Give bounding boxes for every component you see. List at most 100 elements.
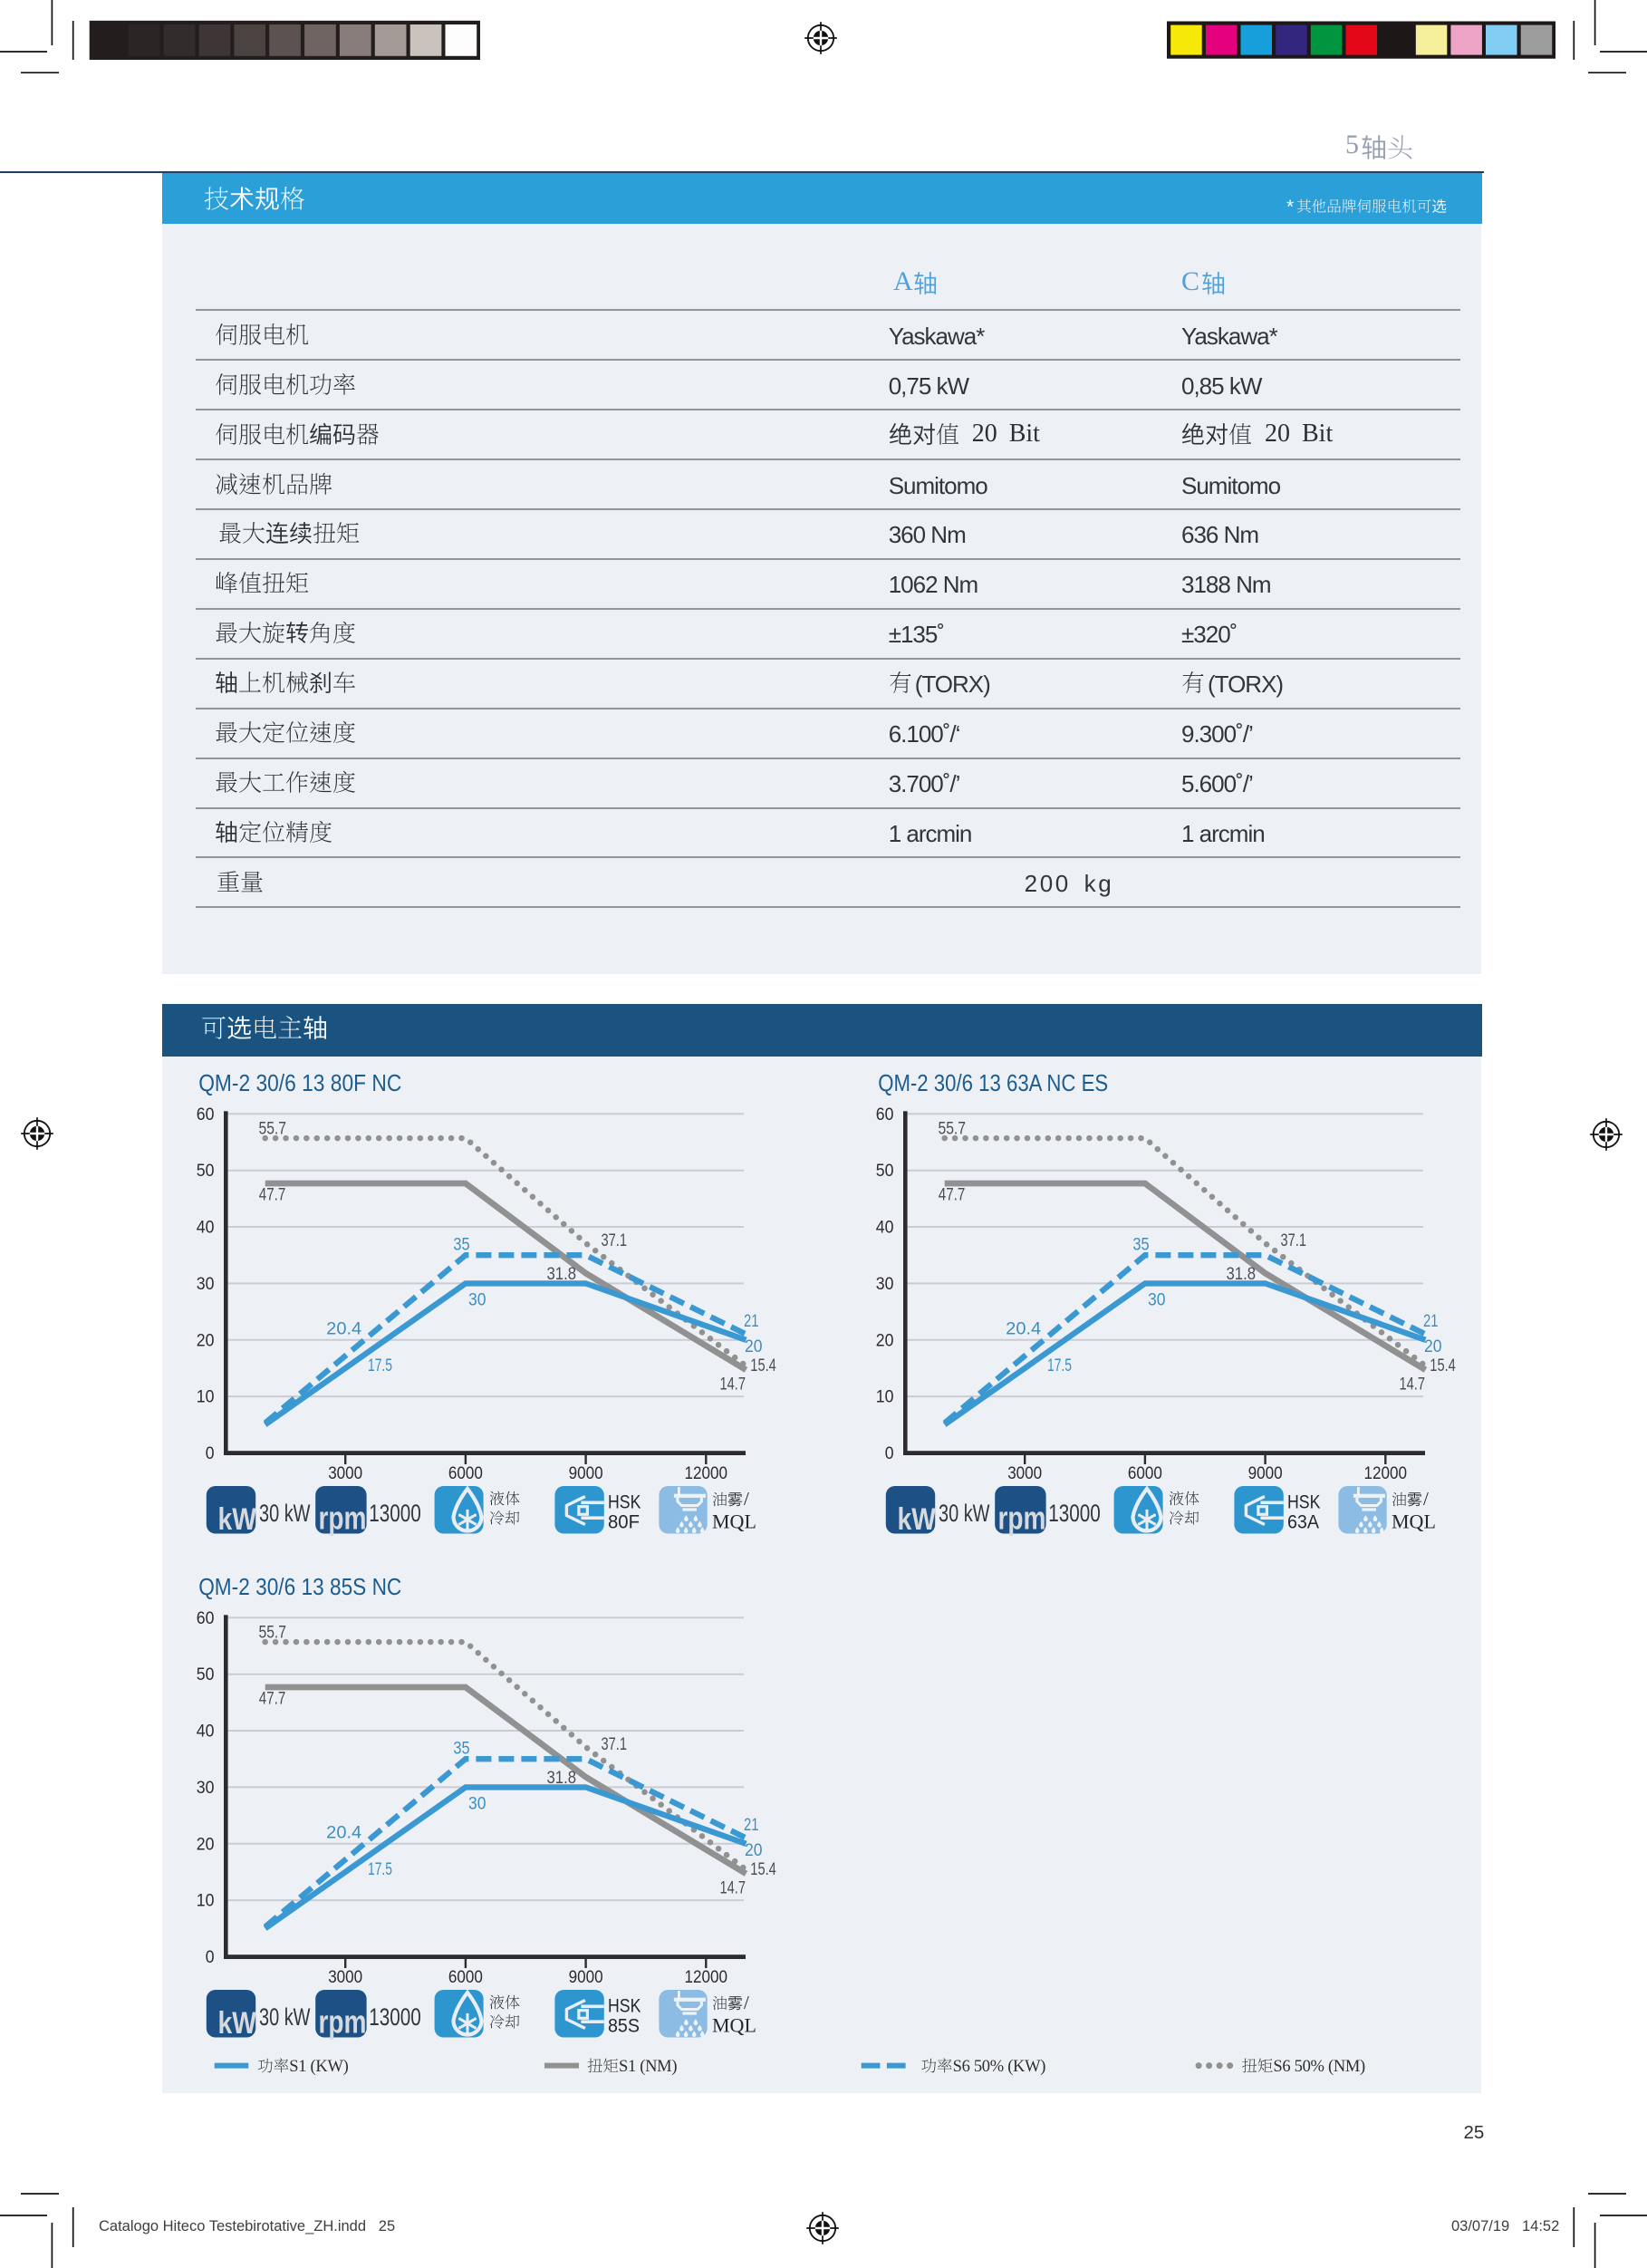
svg-text:HSK: HSK (608, 1995, 641, 2017)
svg-text:47.7: 47.7 (259, 1689, 286, 1709)
svg-text:14.7: 14.7 (720, 1878, 746, 1898)
svg-text:13000: 13000 (369, 2003, 421, 2031)
svg-text:3000: 3000 (1007, 1464, 1042, 1483)
svg-text:9000: 9000 (1248, 1464, 1283, 1483)
svg-text:9000: 9000 (569, 1968, 603, 1987)
svg-text:47.7: 47.7 (259, 1185, 286, 1205)
svg-text:60: 60 (197, 1609, 215, 1628)
svg-text:12000: 12000 (685, 1968, 728, 1987)
svg-text:15.4: 15.4 (750, 1859, 776, 1879)
svg-text:12000: 12000 (685, 1464, 728, 1483)
svg-text:31.8: 31.8 (547, 1264, 577, 1284)
svg-text:30: 30 (876, 1275, 894, 1294)
svg-text:20: 20 (876, 1331, 894, 1350)
svg-text:21: 21 (1423, 1311, 1439, 1331)
svg-text:50: 50 (197, 1665, 215, 1684)
svg-text:35: 35 (453, 1738, 469, 1758)
svg-text:12000: 12000 (1364, 1464, 1408, 1483)
svg-text:60: 60 (876, 1105, 894, 1124)
svg-text:30: 30 (197, 1275, 215, 1294)
svg-text:/: / (1423, 1488, 1429, 1510)
svg-text:S6 50% (NM): S6 50% (NM) (1273, 2058, 1365, 2076)
svg-text:30 kW: 30 kW (939, 1500, 990, 1527)
svg-text:MQL: MQL (1392, 1510, 1436, 1533)
svg-text:/: / (744, 1488, 749, 1510)
svg-text:17.5: 17.5 (1047, 1356, 1072, 1375)
svg-text:10: 10 (876, 1388, 894, 1407)
svg-text:QM-2 30/6 13 80F NC: QM-2 30/6 13 80F NC (198, 1069, 401, 1096)
svg-text:50: 50 (197, 1162, 215, 1181)
svg-text:rpm: rpm (998, 1500, 1046, 1537)
svg-text:6000: 6000 (448, 1968, 483, 1987)
svg-text:30: 30 (1148, 1290, 1166, 1310)
svg-text:6000: 6000 (448, 1464, 483, 1483)
svg-text:50: 50 (876, 1162, 894, 1181)
svg-text:MQL: MQL (712, 1510, 756, 1533)
svg-text:31.8: 31.8 (547, 1768, 577, 1788)
svg-text:17.5: 17.5 (368, 1859, 392, 1879)
svg-text:13000: 13000 (1048, 1500, 1101, 1527)
svg-text:20: 20 (745, 1840, 763, 1860)
svg-text:40: 40 (197, 1723, 215, 1742)
svg-text:20.4: 20.4 (326, 1822, 361, 1842)
svg-text:3000: 3000 (328, 1968, 362, 1987)
svg-text:40: 40 (876, 1219, 894, 1238)
svg-text:20.4: 20.4 (326, 1318, 361, 1338)
svg-text:S6 50% (KW): S6 50% (KW) (953, 2058, 1046, 2076)
svg-text:0: 0 (885, 1444, 894, 1463)
svg-text:21: 21 (744, 1815, 759, 1835)
svg-text:HSK: HSK (1287, 1491, 1321, 1513)
svg-text:rpm: rpm (319, 2003, 367, 2041)
svg-text:10: 10 (197, 1388, 215, 1407)
svg-text:80F: 80F (608, 1511, 640, 1533)
svg-text:QM-2 30/6 13 63A NC ES: QM-2 30/6 13 63A NC ES (878, 1069, 1108, 1096)
svg-text:3000: 3000 (328, 1464, 362, 1483)
svg-text:9000: 9000 (569, 1464, 603, 1483)
svg-text:30 kW: 30 kW (259, 1500, 311, 1527)
svg-text:40: 40 (197, 1219, 215, 1238)
svg-text:15.4: 15.4 (750, 1356, 776, 1375)
svg-text:20: 20 (1424, 1337, 1442, 1356)
svg-text:60: 60 (197, 1105, 215, 1124)
svg-text:30: 30 (468, 1794, 486, 1814)
svg-text:rpm: rpm (319, 1500, 367, 1537)
svg-text:20.4: 20.4 (1006, 1318, 1041, 1338)
svg-text:30 kW: 30 kW (259, 2003, 311, 2031)
svg-text:55.7: 55.7 (939, 1119, 967, 1139)
svg-text:/: / (744, 1992, 749, 2013)
svg-text:20: 20 (745, 1337, 763, 1356)
svg-text:30: 30 (468, 1290, 486, 1310)
svg-text:HSK: HSK (608, 1491, 641, 1513)
svg-text:S1 (KW): S1 (KW) (289, 2058, 348, 2076)
svg-text:63A: 63A (1287, 1511, 1320, 1533)
svg-text:0: 0 (206, 1444, 215, 1463)
svg-text:37.1: 37.1 (1281, 1231, 1307, 1250)
svg-text:37.1: 37.1 (602, 1231, 628, 1250)
svg-text:47.7: 47.7 (939, 1185, 966, 1205)
svg-text:15.4: 15.4 (1430, 1356, 1456, 1375)
svg-text:10: 10 (197, 1892, 215, 1911)
svg-text:14.7: 14.7 (1400, 1375, 1426, 1395)
svg-text:20: 20 (197, 1331, 215, 1350)
svg-text:QM-2 30/6 13 85S NC: QM-2 30/6 13 85S NC (198, 1573, 401, 1600)
svg-text:kW: kW (898, 1502, 937, 1537)
svg-text:85S: 85S (608, 2015, 640, 2037)
svg-text:35: 35 (453, 1234, 469, 1254)
svg-text:55.7: 55.7 (259, 1623, 287, 1643)
svg-text:20: 20 (197, 1835, 215, 1854)
svg-text:31.8: 31.8 (1227, 1264, 1257, 1284)
svg-text:14.7: 14.7 (720, 1375, 746, 1395)
svg-text:kW: kW (218, 2006, 257, 2041)
svg-text:17.5: 17.5 (368, 1356, 392, 1375)
svg-text:35: 35 (1132, 1234, 1149, 1254)
svg-text:30: 30 (197, 1779, 215, 1798)
svg-text:55.7: 55.7 (259, 1119, 287, 1139)
svg-text:0: 0 (206, 1948, 215, 1967)
svg-text:MQL: MQL (712, 2014, 756, 2037)
svg-text:37.1: 37.1 (602, 1734, 628, 1754)
svg-text:13000: 13000 (369, 1500, 421, 1527)
svg-text:21: 21 (744, 1311, 759, 1331)
svg-text:kW: kW (218, 1502, 257, 1537)
svg-text:6000: 6000 (1128, 1464, 1162, 1483)
svg-text:S1 (NM): S1 (NM) (619, 2058, 677, 2076)
